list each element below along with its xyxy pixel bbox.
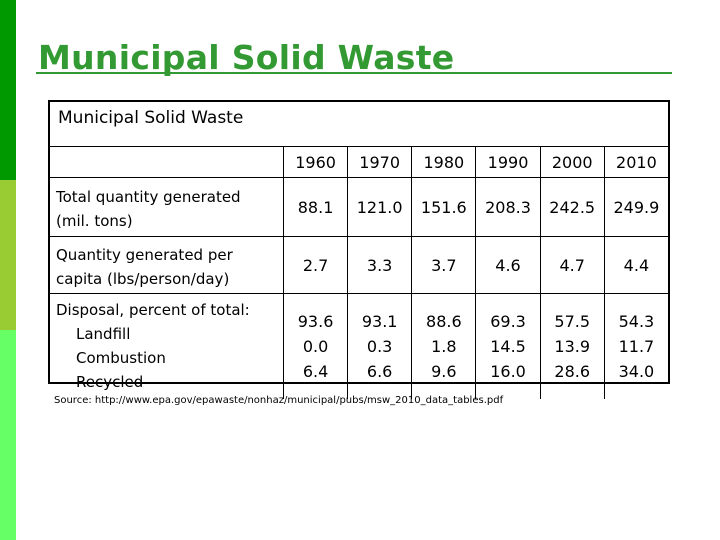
table-row: Disposal, percent of total: Landfill Com… [50, 293, 668, 399]
row-label-total: Total quantity generated (mil. tons) [50, 177, 285, 237]
table-cell: 93.6 0.0 6.4 [283, 293, 349, 399]
row-label-line: (mil. tons) [56, 212, 133, 230]
table-cell: 57.5 13.9 28.6 [539, 293, 605, 399]
landfill-value: 69.3 [490, 312, 526, 331]
combustion-value: 13.9 [554, 337, 591, 356]
recycled-value: 28.6 [554, 362, 591, 381]
accent-bar-top [0, 0, 16, 180]
landfill-value: 54.3 [618, 312, 655, 331]
year-cell: 2010 [603, 146, 668, 178]
combustion-value: 0.0 [302, 337, 329, 356]
landfill-value: 93.6 [297, 312, 334, 331]
sub-label-landfill: Landfill [76, 325, 131, 343]
accent-bar-bottom [0, 330, 16, 540]
year-cell: 1980 [411, 146, 477, 178]
slide-title: Municipal Solid Waste [38, 38, 455, 77]
sub-label-combustion: Combustion [76, 349, 166, 367]
accent-bar-middle [0, 180, 16, 330]
recycled-value: 6.6 [366, 362, 393, 381]
header-empty-cell [50, 146, 285, 178]
combustion-value: 1.8 [431, 337, 457, 356]
row-label-per-capita: Quantity generated per capita (lbs/perso… [50, 236, 285, 294]
table-cell: 3.3 [347, 236, 413, 294]
table-cell: 121.0 [347, 177, 413, 237]
row-label-disposal: Disposal, percent of total: Landfill Com… [50, 293, 285, 399]
table-cell: 151.6 [411, 177, 477, 237]
table-caption: Municipal Solid Waste [58, 108, 244, 128]
row-label-line: capita (lbs/person/day) [56, 270, 230, 288]
table-cell: 4.6 [475, 236, 541, 294]
row-label-line: Quantity generated per [56, 246, 233, 264]
table-cell: 88.1 [283, 177, 349, 237]
year-cell: 1990 [475, 146, 541, 178]
data-table: 1960 1970 1980 1990 2000 2010 Total quan… [50, 146, 668, 399]
recycled-value: 6.4 [302, 362, 329, 381]
table-cell: 4.7 [539, 236, 605, 294]
year-cell: 2000 [539, 146, 605, 178]
landfill-value: 88.6 [426, 312, 462, 331]
row-label-line: Total quantity generated [56, 188, 241, 206]
combustion-value: 11.7 [618, 337, 655, 356]
year-cell: 1970 [347, 146, 413, 178]
title-underline [36, 72, 672, 74]
table-cell: 4.4 [603, 236, 668, 294]
table-cell: 69.3 14.5 16.0 [475, 293, 541, 399]
table-cell: 3.7 [411, 236, 477, 294]
landfill-value: 93.1 [361, 312, 398, 331]
table-cell: 2.7 [283, 236, 349, 294]
table-cell: 88.6 1.8 9.6 [411, 293, 477, 399]
combustion-value: 0.3 [366, 337, 393, 356]
table-cell: 208.3 [475, 177, 541, 237]
recycled-value: 9.6 [431, 362, 457, 381]
year-cell: 1960 [283, 146, 349, 178]
source-citation: Source: http://www.epa.gov/epawaste/nonh… [54, 395, 504, 406]
recycled-value: 34.0 [618, 362, 655, 381]
table-cell: 54.3 11.7 34.0 [603, 293, 668, 399]
table-header-row: 1960 1970 1980 1990 2000 2010 [50, 146, 668, 178]
combustion-value: 14.5 [490, 337, 526, 356]
row-label-line: Disposal, percent of total: [56, 301, 250, 319]
table-cell: 249.9 [603, 177, 668, 237]
sub-label-recycled: Recycled [76, 373, 144, 391]
data-table-frame: Municipal Solid Waste 1960 1970 1980 199… [48, 100, 670, 399]
table-cell: 93.1 0.3 6.6 [347, 293, 413, 399]
landfill-value: 57.5 [554, 312, 591, 331]
table-cell: 242.5 [539, 177, 605, 237]
table-row: Quantity generated per capita (lbs/perso… [50, 236, 668, 294]
table-row: Total quantity generated (mil. tons) 88.… [50, 177, 668, 237]
recycled-value: 16.0 [490, 362, 526, 381]
